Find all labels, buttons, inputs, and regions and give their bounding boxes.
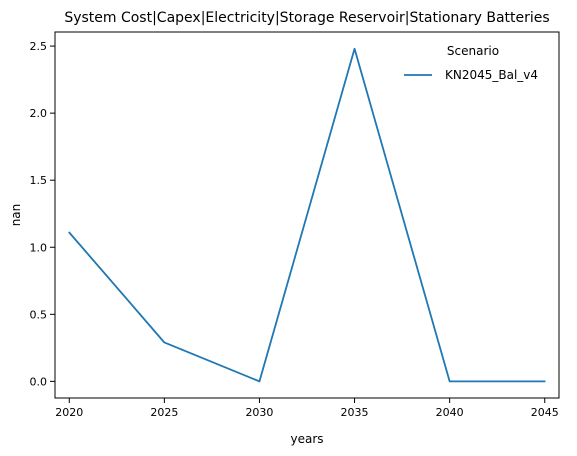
x-tick-label: 2035 [341, 406, 369, 419]
x-tick-label: 2020 [55, 406, 83, 419]
y-axis: 0.0 0.5 1.0 1.5 2.0 2.5 [30, 40, 55, 388]
y-tick-label: 2.0 [30, 107, 48, 120]
x-tick-label: 2045 [531, 406, 559, 419]
plot-area [54, 31, 560, 399]
series-line-0 [68, 47, 546, 383]
x-axis-label: years [290, 432, 323, 446]
x-tick-label: 2025 [150, 406, 178, 419]
legend: Scenario KN2045_Bal_v4 [404, 44, 538, 82]
x-axis: 2020 2025 2030 2035 2040 2045 [55, 398, 559, 419]
y-axis-label: nan [9, 204, 23, 227]
y-tick-label: 0.0 [30, 375, 48, 388]
legend-title: Scenario [447, 44, 499, 58]
y-tick-label: 2.5 [30, 40, 48, 53]
y-tick-label: 1.5 [30, 174, 48, 187]
y-tick-label: 0.5 [30, 308, 48, 321]
series-layer [68, 47, 546, 383]
x-tick-label: 2030 [245, 406, 273, 419]
chart-title: System Cost|Capex|Electricity|Storage Re… [64, 10, 549, 26]
x-tick-label: 2040 [436, 406, 464, 419]
legend-label: KN2045_Bal_v4 [445, 68, 538, 82]
y-tick-label: 1.0 [30, 241, 48, 254]
